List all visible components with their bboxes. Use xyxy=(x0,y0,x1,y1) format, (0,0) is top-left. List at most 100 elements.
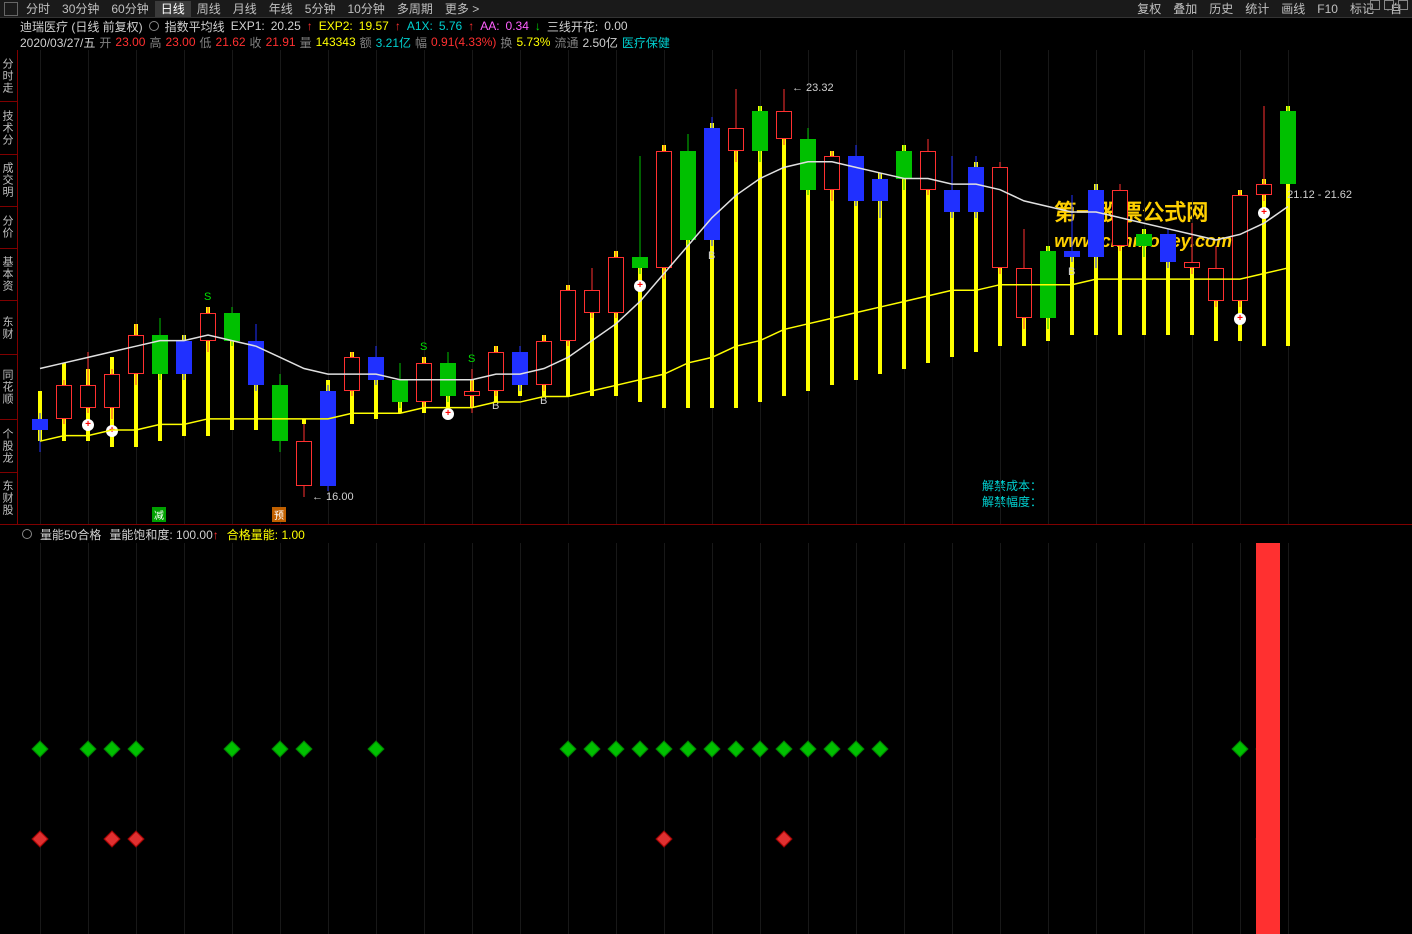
diamond-green-icon xyxy=(632,741,649,758)
chg-label: 幅 xyxy=(415,34,427,51)
timeframe-5[interactable]: 月线 xyxy=(227,1,263,17)
tool-0[interactable]: 复权 xyxy=(1131,1,1167,17)
exp1-value: 20.25 xyxy=(271,19,301,33)
vol-value: 143343 xyxy=(316,35,356,49)
sub-chart-header: 量能50合格 量能饱和度: 100.00 合格量能: 1.00 xyxy=(18,525,1412,543)
toolbar-left: 分时30分钟60分钟日线周线月线年线5分钟10分钟多周期更多 > xyxy=(4,0,485,17)
sidebar-tab-8[interactable]: 东财股吧 xyxy=(0,473,17,525)
timeframe-2[interactable]: 60分钟 xyxy=(105,1,154,17)
up-arrow-icon xyxy=(307,19,313,33)
sidebar-tab-0[interactable]: 分时走势 xyxy=(0,50,17,102)
amt-label: 额 xyxy=(360,34,372,51)
high-label: 高 xyxy=(149,34,161,51)
minimize-icon[interactable] xyxy=(1370,0,1380,10)
exp1-label: EXP1: xyxy=(231,19,265,33)
diamond-green-icon xyxy=(872,741,889,758)
sub-qual-label: 合格量能: xyxy=(227,528,278,542)
candlestick-chart[interactable]: 第一股票公式网 www.chnmoney.com 解禁成本： 解禁幅度： ++减… xyxy=(18,50,1412,525)
timeframe-1[interactable]: 30分钟 xyxy=(56,1,105,17)
diamond-red-icon xyxy=(104,831,121,848)
timeframe-0[interactable]: 分时 xyxy=(20,1,56,17)
diamond-green-icon xyxy=(656,741,673,758)
diamond-green-icon xyxy=(368,741,385,758)
diamond-green-icon xyxy=(752,741,769,758)
amt-value: 3.21亿 xyxy=(376,34,411,51)
low-value: 21.62 xyxy=(216,35,246,49)
diamond-green-icon xyxy=(560,741,577,758)
turn-label: 换 xyxy=(500,34,512,51)
aa-value: 0.34 xyxy=(506,19,529,33)
open-value: 23.00 xyxy=(115,35,145,49)
open-label: 开 xyxy=(99,34,111,51)
diamond-green-icon xyxy=(584,741,601,758)
unlock-range-label: 解禁幅度： xyxy=(982,493,1042,510)
timeframe-6[interactable]: 年线 xyxy=(263,1,299,17)
a1x-label: A1X: xyxy=(407,19,433,33)
sidebar-tab-5[interactable]: 东财10 xyxy=(0,301,17,355)
sidebar-tab-2[interactable]: 成交明细 xyxy=(0,155,17,207)
diamond-green-icon xyxy=(680,741,697,758)
diamond-green-icon xyxy=(848,741,865,758)
settings-icon[interactable] xyxy=(149,21,159,31)
info-row-icons xyxy=(1370,0,1408,10)
chart-type-icon[interactable] xyxy=(4,2,18,16)
diamond-green-icon xyxy=(272,741,289,758)
chg-value: 0.91(4.33%) xyxy=(431,35,496,49)
diamond-green-icon xyxy=(1232,741,1249,758)
sub-sat-label: 量能饱和度: xyxy=(109,528,172,542)
close-label: 收 xyxy=(250,34,262,51)
stock-name: 迪瑞医疗 (日线 前复权) xyxy=(20,18,143,35)
ohlc-info-row: 2020/03/27/五 开23.00 高23.00 低21.62 收21.91… xyxy=(0,34,1412,50)
sub-sat-value: 100.00 xyxy=(176,528,213,542)
date-value: 2020/03/27/五 xyxy=(20,34,95,51)
a1x-value: 5.76 xyxy=(439,19,462,33)
float-label: 流通 xyxy=(554,34,578,51)
exp2-value: 19.57 xyxy=(359,19,389,33)
timeframe-7[interactable]: 5分钟 xyxy=(299,1,342,17)
timeframe-10[interactable]: 更多 > xyxy=(439,1,485,17)
diamond-red-icon xyxy=(128,831,145,848)
close-value: 21.91 xyxy=(266,35,296,49)
up-arrow-icon xyxy=(213,528,219,542)
diamond-green-icon xyxy=(80,741,97,758)
sidebar-tab-3[interactable]: 分价表 xyxy=(0,207,17,249)
tool-1[interactable]: 叠加 xyxy=(1167,1,1203,17)
diamond-green-icon xyxy=(224,741,241,758)
diamond-green-icon xyxy=(32,741,49,758)
diamond-green-icon xyxy=(104,741,121,758)
sub-settings-icon[interactable] xyxy=(22,529,32,539)
volume-sub-chart[interactable] xyxy=(18,543,1412,934)
timeframe-3[interactable]: 日线 xyxy=(155,1,191,17)
down-arrow-icon xyxy=(535,19,541,33)
low-label: 低 xyxy=(200,34,212,51)
sector-value: 医疗保健 xyxy=(622,34,670,51)
sub-indicator-name: 量能50合格 xyxy=(40,526,101,543)
aa-label: AA: xyxy=(480,19,499,33)
close-icon[interactable] xyxy=(1398,0,1408,10)
tool-5[interactable]: F10 xyxy=(1311,1,1344,17)
up-arrow-icon xyxy=(395,19,401,33)
sidebar-tab-1[interactable]: 技术分析 xyxy=(0,102,17,154)
sidebar-tab-4[interactable]: 基本资料 xyxy=(0,249,17,301)
sidebar-tab-7[interactable]: 个股龙虎 xyxy=(0,420,17,472)
diamond-green-icon xyxy=(824,741,841,758)
tool-3[interactable]: 统计 xyxy=(1239,1,1275,17)
timeframe-4[interactable]: 周线 xyxy=(191,1,227,17)
diamond-red-icon xyxy=(656,831,673,848)
diamond-green-icon xyxy=(608,741,625,758)
sxk-value: 0.00 xyxy=(604,19,627,33)
diamond-green-icon xyxy=(128,741,145,758)
maximize-icon[interactable] xyxy=(1384,0,1394,10)
sidebar-tab-6[interactable]: 同花顺10 xyxy=(0,355,17,420)
vol-label: 量 xyxy=(300,34,312,51)
sxk-label: 三线开花: xyxy=(547,18,598,35)
diamond-green-icon xyxy=(728,741,745,758)
indicator-info-row: 迪瑞医疗 (日线 前复权) 指数平均线 EXP1: 20.25 EXP2: 19… xyxy=(0,18,1412,34)
indicator-name: 指数平均线 xyxy=(165,18,225,35)
tool-2[interactable]: 历史 xyxy=(1203,1,1239,17)
left-sidebar: 分时走势技术分析成交明细分价表基本资料东财10同花顺10个股龙虎东财股吧 xyxy=(0,50,18,525)
timeframe-8[interactable]: 10分钟 xyxy=(341,1,390,17)
up-arrow-icon xyxy=(468,19,474,33)
tool-4[interactable]: 画线 xyxy=(1275,1,1311,17)
timeframe-9[interactable]: 多周期 xyxy=(391,1,439,17)
